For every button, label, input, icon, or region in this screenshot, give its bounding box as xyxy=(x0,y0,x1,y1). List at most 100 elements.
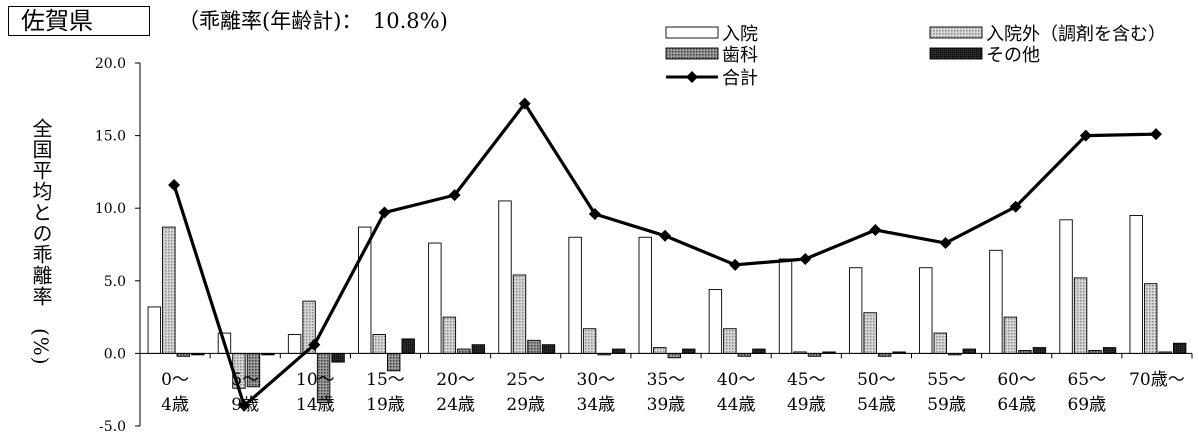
bar-3 xyxy=(527,339,541,354)
bar-1 xyxy=(498,200,512,354)
y-tick-label: 0.0 xyxy=(104,346,126,362)
bar-4 xyxy=(1172,342,1187,354)
x-tick-label: 4歳 xyxy=(161,395,189,415)
x-tick-label: 24歳 xyxy=(436,395,475,415)
bar-1 xyxy=(848,267,863,354)
total-marker xyxy=(518,97,531,110)
x-tick-label: 39歳 xyxy=(647,395,686,415)
x-tick-label: 64歳 xyxy=(997,395,1036,415)
bar-1 xyxy=(147,306,162,354)
total-marker xyxy=(939,237,952,250)
legend-swatch xyxy=(929,26,983,39)
total-marker xyxy=(378,206,391,219)
bar-1 xyxy=(778,258,793,354)
x-tick-label: 29歳 xyxy=(506,395,545,415)
bar-4 xyxy=(471,344,486,354)
y-tick-label: 15.0 xyxy=(95,129,126,145)
bar-2 xyxy=(653,347,667,354)
bar-3 xyxy=(457,348,471,354)
legend-swatch xyxy=(929,47,983,60)
x-tick-label: 30～ xyxy=(577,370,616,390)
bar-2 xyxy=(863,312,877,354)
x-tick-label: 5～ xyxy=(231,370,259,390)
x-tick-label: 15～ xyxy=(366,370,405,390)
bar-4 xyxy=(1032,347,1047,354)
y-tick-label: 10.0 xyxy=(95,201,126,217)
total-marker xyxy=(1149,128,1162,141)
x-tick-label: 9歳 xyxy=(231,395,259,415)
legend-label: 入院外（調剤を含む） xyxy=(986,24,1166,45)
x-tick-label: 14歳 xyxy=(296,395,335,415)
y-tick-label: 5.0 xyxy=(104,274,126,290)
total-marker xyxy=(799,253,812,266)
bar-4 xyxy=(962,348,976,354)
x-tick-label: 44歳 xyxy=(717,395,756,415)
y-axis-label: 全国平均との乖離率 (%) xyxy=(29,118,53,366)
legend-label: 合計 xyxy=(722,68,758,89)
x-tick-label: 65～ xyxy=(1067,370,1106,390)
x-tick-label: 70歳～ xyxy=(1129,370,1185,390)
x-tick-label: 35～ xyxy=(647,370,686,390)
bar-4 xyxy=(682,348,696,354)
x-tick-label: 40～ xyxy=(717,370,756,390)
x-tick-label: 54歳 xyxy=(857,395,896,415)
total-marker xyxy=(1009,200,1022,213)
bar-2 xyxy=(1143,283,1158,354)
legend-swatch xyxy=(665,47,719,60)
legend-label: その他 xyxy=(986,45,1040,66)
bar-1 xyxy=(638,236,652,354)
total-marker xyxy=(729,258,742,271)
bar-1 xyxy=(428,242,442,354)
total-marker xyxy=(588,208,601,221)
bar-2 xyxy=(933,332,947,354)
legend-swatch xyxy=(665,26,719,39)
prefecture-title: 佐賀県 xyxy=(8,6,150,36)
total-marker xyxy=(308,338,321,351)
bar-4 xyxy=(1102,347,1117,354)
bar-2 xyxy=(162,226,176,354)
bar-2 xyxy=(442,316,457,354)
bar-2 xyxy=(1003,316,1018,354)
x-tick-label: 10～ xyxy=(296,370,335,390)
y-tick-label: -5.0 xyxy=(99,419,126,435)
bar-4 xyxy=(331,352,345,363)
bar-1 xyxy=(1129,215,1143,354)
total-marker xyxy=(869,223,882,236)
bar-4 xyxy=(611,348,626,354)
chart-subtitle: （乖離率(年齢計)： 10.8%) xyxy=(178,9,448,33)
bar-2 xyxy=(1073,277,1088,354)
bar-1 xyxy=(708,289,723,354)
x-tick-label: 45～ xyxy=(787,370,826,390)
bar-2 xyxy=(723,328,737,354)
bar-3 xyxy=(387,352,401,372)
x-tick-label: 50～ xyxy=(857,370,896,390)
x-tick-label: 25～ xyxy=(506,370,545,390)
total-marker xyxy=(168,178,181,191)
legend-label: 歯科 xyxy=(722,45,758,66)
bar-1 xyxy=(568,236,582,354)
y-tick-label: 20.0 xyxy=(95,56,126,72)
x-tick-label: 59歳 xyxy=(927,395,966,415)
x-tick-label: 34歳 xyxy=(577,395,616,415)
x-tick-label: 0～ xyxy=(161,370,189,390)
bar-4 xyxy=(541,344,556,354)
x-tick-label: 69歳 xyxy=(1067,395,1106,415)
bar-4 xyxy=(752,348,766,354)
x-tick-label: 19歳 xyxy=(366,395,405,415)
x-tick-label: 55～ xyxy=(927,370,966,390)
x-tick-label: 60～ xyxy=(997,370,1036,390)
bar-2 xyxy=(372,334,386,354)
bar-4 xyxy=(401,338,415,354)
total-marker xyxy=(448,189,461,202)
total-marker xyxy=(238,399,251,412)
x-tick-label: 49歳 xyxy=(787,395,826,415)
bar-1 xyxy=(358,226,372,354)
x-tick-label: 20～ xyxy=(436,370,475,390)
bar-2 xyxy=(512,274,527,354)
legend-label: 入院 xyxy=(722,24,758,45)
bar-2 xyxy=(582,328,597,354)
bar-1 xyxy=(1059,219,1073,354)
total-marker xyxy=(659,229,671,242)
legend-line-marker xyxy=(686,71,698,83)
